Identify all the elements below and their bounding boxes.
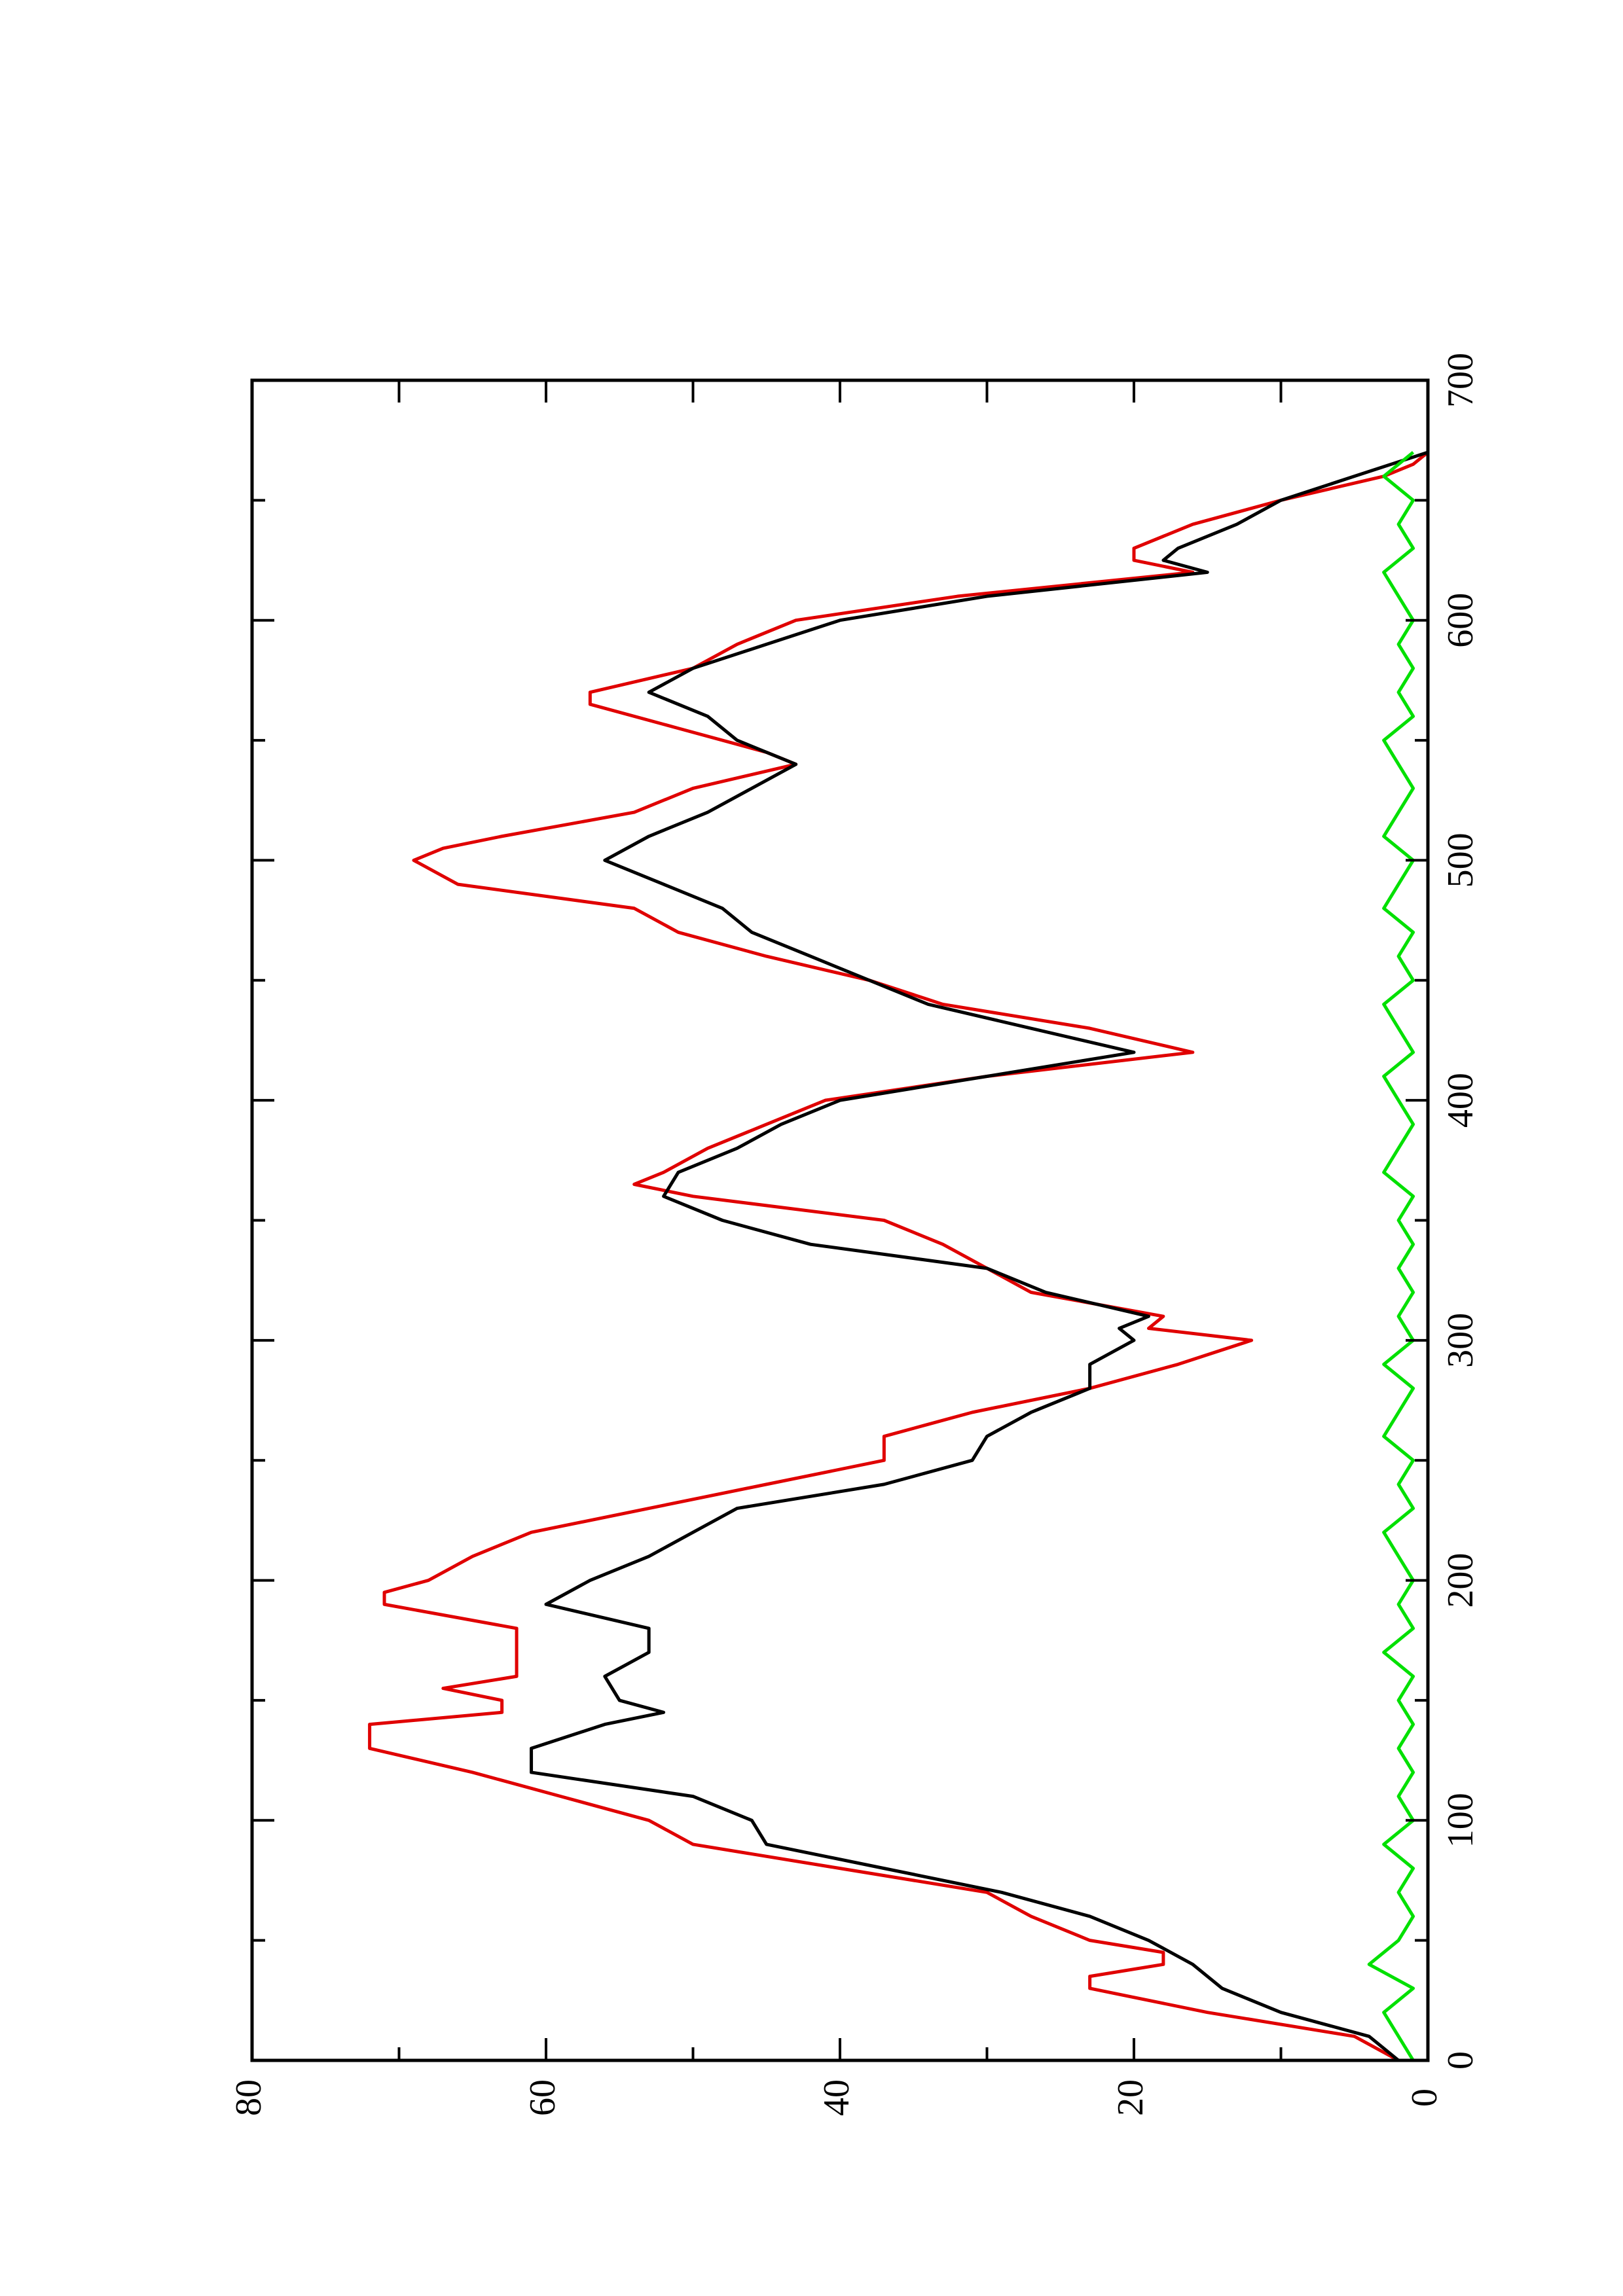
plot-frame (250, 378, 1430, 2062)
x-tick-label: 700 (1440, 353, 1481, 408)
x-tick-label: 500 (1440, 833, 1481, 888)
x-tick-label: 100 (1440, 1793, 1481, 1848)
data-line (1367, 451, 1415, 2062)
y-tick-label: 40 (816, 2079, 857, 2116)
x-tick-label: 400 (1440, 1073, 1481, 1128)
data-line (368, 451, 1429, 2062)
y-tick-label: 60 (522, 2079, 563, 2116)
data-line (530, 450, 1429, 2062)
x-tick-label: 200 (1440, 1553, 1481, 1608)
x-tick-label: 300 (1440, 1313, 1481, 1368)
y-tick-label: 20 (1110, 2079, 1151, 2116)
y-tick-label: 80 (228, 2079, 269, 2116)
y-tick-label: 0 (1404, 2089, 1445, 2107)
x-tick-label: 0 (1440, 2051, 1481, 2070)
x-tick-label: 600 (1440, 593, 1481, 648)
